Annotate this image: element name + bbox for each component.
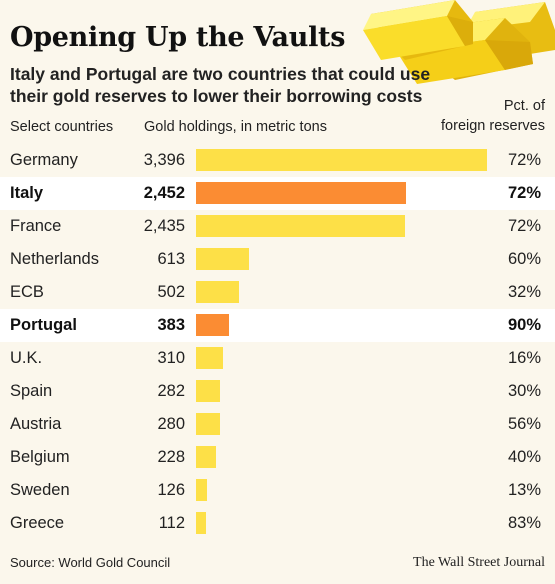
- gold-tons-label: 126: [157, 481, 185, 499]
- gold-tons-label: 2,452: [143, 184, 185, 202]
- country-label: Portugal: [10, 316, 77, 334]
- pct-reserves-label: 72%: [507, 151, 541, 169]
- gold-holdings-bar: [196, 512, 206, 534]
- country-label: Greece: [10, 514, 65, 532]
- gold-tons-label: 280: [157, 415, 185, 433]
- pct-header-line-2: foreign reserves: [441, 118, 545, 134]
- table-row: Austria 280 56%: [0, 408, 555, 441]
- pct-reserves-label: 30%: [507, 382, 541, 400]
- table-row: Greece 112 83%: [0, 507, 555, 540]
- table-row: Italy 2,452 72%: [0, 177, 555, 210]
- gold-bars-illustration: [363, 0, 555, 84]
- gold-holdings-bar: [196, 479, 207, 501]
- country-label: Austria: [10, 415, 62, 433]
- pct-reserves-label: 40%: [507, 448, 541, 466]
- gold-holdings-bar: [196, 215, 405, 237]
- gold-holdings-bar: [196, 347, 223, 369]
- gold-tons-label: 282: [157, 382, 185, 400]
- gold-tons-label: 112: [158, 514, 185, 532]
- gold-holdings-bar: [196, 380, 220, 402]
- country-label: Belgium: [10, 448, 70, 466]
- gold-holdings-bar: [196, 248, 249, 270]
- pct-reserves-label: 13%: [507, 481, 541, 499]
- table-row: Sweden 126 13%: [0, 474, 555, 507]
- column-header-gold-holdings: Gold holdings, in metric tons: [144, 119, 327, 135]
- gold-holdings-bar: [196, 281, 239, 303]
- gold-tons-label: 3,396: [143, 151, 185, 169]
- country-label: Germany: [10, 151, 78, 169]
- country-label: Netherlands: [10, 250, 99, 268]
- country-label: Italy: [10, 184, 44, 202]
- country-label: France: [10, 217, 62, 235]
- gold-tons-label: 2,435: [143, 217, 185, 235]
- column-header-country: Select countries: [10, 119, 114, 135]
- country-label: U.K.: [10, 349, 43, 367]
- gold-tons-label: 613: [157, 250, 185, 268]
- gold-tons-label: 383: [157, 316, 185, 334]
- gold-holdings-bar: [196, 182, 406, 204]
- country-label: ECB: [10, 283, 44, 301]
- gold-tons-label: 502: [157, 283, 185, 301]
- pct-reserves-label: 90%: [507, 316, 541, 334]
- chart-subtitle: Italy and Portugal are two countries tha…: [10, 64, 431, 106]
- table-row: Germany 3,396 72%: [0, 144, 555, 177]
- table-row: France 2,435 72%: [0, 210, 555, 243]
- pct-reserves-label: 16%: [507, 349, 541, 367]
- source-note: Source: World Gold Council: [10, 555, 171, 570]
- table-row: Portugal 383 90%: [0, 309, 555, 342]
- chart-title: Opening Up the Vaults: [10, 22, 346, 53]
- pct-reserves-label: 56%: [507, 415, 541, 433]
- pct-header-line-1: Pct. of: [503, 98, 545, 114]
- country-label: Spain: [10, 382, 53, 400]
- country-label: Sweden: [10, 481, 70, 499]
- table-row: ECB 502 32%: [0, 276, 555, 309]
- table-row: Netherlands 613 60%: [0, 243, 555, 276]
- pct-reserves-label: 83%: [507, 514, 541, 532]
- publisher-credit: The Wall Street Journal: [413, 555, 545, 570]
- gold-holdings-bar: [196, 149, 487, 171]
- pct-reserves-label: 72%: [507, 217, 541, 235]
- pct-reserves-label: 72%: [507, 184, 541, 202]
- gold-tons-label: 310: [157, 349, 185, 367]
- table-row: U.K. 310 16%: [0, 342, 555, 375]
- gold-holdings-bar: [196, 446, 216, 468]
- table-row: Spain 282 30%: [0, 375, 555, 408]
- pct-reserves-label: 60%: [507, 250, 541, 268]
- bar-chart-rows: Germany 3,396 72% Italy 2,452 72% France 2,435 7…: [0, 144, 555, 540]
- gold-tons-label: 228: [157, 448, 185, 466]
- gold-holdings-bar: [196, 314, 229, 336]
- gold-holdings-bar: [196, 413, 220, 435]
- table-row: Belgium 228 40%: [0, 441, 555, 474]
- pct-reserves-label: 32%: [507, 283, 541, 301]
- column-header-pct-foreign-reserves: Pct. of foreign reserves: [441, 96, 545, 136]
